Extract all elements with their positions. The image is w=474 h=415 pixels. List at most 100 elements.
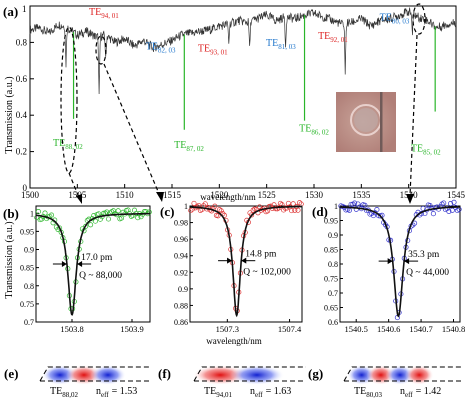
panel-b-ytick-label: 1 — [30, 209, 34, 218]
panel-b-ytick-label: 0.85 — [20, 264, 34, 273]
panel-c-ytick-label: 1 — [184, 202, 188, 211]
panel-d-ytick-label: 0.8 — [328, 260, 338, 269]
panel-c-data-point — [215, 213, 221, 219]
panel-a-label: (a) — [3, 4, 18, 19]
panel-d-data-point — [370, 213, 376, 219]
panel-c-data-point — [202, 201, 208, 207]
panel-d-data-point — [420, 205, 426, 212]
panel-c-data-point — [295, 207, 301, 213]
panel-a-mode-label: TE92, 01 — [318, 31, 348, 44]
zoom-ellipse-1 — [60, 26, 78, 174]
panel-a-mode-label: TE93, 01 — [198, 44, 228, 57]
panel-d-ytick-label: 0.85 — [324, 246, 338, 255]
panel-a-xtick-label: 1545 — [447, 190, 466, 200]
panel-b-fwhm-arrowhead-right — [77, 261, 83, 267]
panel-b-xtick-label: 1503.9 — [120, 324, 143, 334]
panel-c-xlabel: wavelength/nm — [206, 336, 262, 346]
panel-a-mode-label: TE87, 02 — [174, 140, 204, 153]
panel-c-data-point — [188, 207, 194, 214]
panel-c-ytick-label: 0.9 — [178, 285, 188, 294]
panel-c-q-label: Q ~ 102,000 — [243, 268, 291, 278]
panel-c-xtick-label: 1507.3 — [216, 324, 239, 334]
panel-b-ytick-label: 0.95 — [20, 227, 34, 236]
panel-c-data-point — [282, 205, 288, 211]
mode-name-label: TE94,01 — [204, 386, 232, 399]
panel-c-frame — [189, 205, 303, 323]
panel-c-label: (c) — [160, 204, 174, 219]
panel-c-data-point — [212, 203, 218, 209]
mode-profile-panel-label: (g) — [308, 366, 323, 381]
panel-d-data-point — [448, 201, 454, 207]
mode-profile-panel-label: (f) — [158, 366, 171, 381]
panel-b-linewidth-label: 17.0 pm — [81, 253, 113, 263]
panel-b-data-point — [48, 212, 55, 218]
panel-d-ytick-label: 0.75 — [324, 275, 338, 284]
panel-a-ylabel: Transmission (a.u.) — [4, 76, 15, 153]
panel-c-ytick-label: 0.86 — [174, 318, 188, 327]
waveguide-outline-top — [343, 366, 462, 382]
zoom-arrowhead-3 — [406, 194, 414, 204]
panel-a-xtick-label: 1530 — [305, 190, 324, 200]
panel-b-data-point — [104, 209, 110, 215]
panel-d-xtick-label: 1540.6 — [377, 324, 400, 334]
panel-a-mode-label: TE94, 01 — [89, 7, 119, 20]
panel-b-plot: 1503.8 1503.9 0.7 0.75 0.8 0.85 0.9 0.95 1 17.0 p… — [20, 205, 152, 334]
panel-d-data-point — [430, 211, 436, 217]
panel-c-data-point — [249, 212, 255, 218]
panel-b-xtick-label: 1503.8 — [60, 324, 83, 334]
panel-d-xtick-label: 1540.7 — [409, 324, 432, 334]
panel-d-xtick-label: 1540.5 — [345, 324, 368, 334]
panel-b-data-point — [110, 208, 116, 214]
panel-b-data-point — [42, 210, 48, 216]
microscope-inset-image — [336, 92, 396, 152]
panel-a-xlabel: wavelength/nm — [200, 192, 256, 202]
panel-d-ytick-label: 0.95 — [324, 217, 338, 226]
panel-d-fwhm-arrowhead-right — [404, 258, 410, 265]
panel-d-data-point — [446, 208, 452, 214]
panel-b-data-point — [92, 218, 98, 224]
panel-d-data-point — [451, 199, 457, 205]
panel-c-ytick-label: 0.98 — [174, 219, 188, 228]
panel-a-mode-label: TE82, 03 — [146, 42, 176, 55]
panel-b-data-point — [39, 216, 45, 222]
panel-c-data-point — [218, 208, 224, 214]
panel-c-data-point — [191, 200, 197, 206]
panel-a-mode-label: TE85, 02 — [411, 144, 441, 157]
panel-a-frame — [29, 5, 457, 189]
panel-d-fit-curve — [339, 206, 461, 318]
panel-d-data-point — [362, 202, 368, 208]
neff-label: neff = 1.63 — [250, 386, 291, 399]
panel-a-xtick-label: 1520 — [210, 190, 229, 200]
panel-d-q-label: Q ~ 44,000 — [406, 268, 449, 278]
panel-b-data-point — [88, 222, 94, 228]
panel-a-spectrum-line — [29, 7, 457, 95]
waveguide-outline-top — [39, 366, 150, 382]
zoom-ellipse-2 — [95, 35, 107, 65]
panel-d-fwhm-arrowhead-left — [387, 258, 393, 265]
panel-b-fwhm-arrowhead-left — [61, 261, 67, 267]
panel-b-frame — [35, 205, 151, 323]
panel-d-data-point — [449, 207, 455, 213]
panel-c-linewidth-label: 14.8 pm — [245, 250, 277, 260]
panel-a-plot: 1500150515101515152015251530153515401545… — [16, 5, 466, 200]
panel-c-ytick-label: 0.94 — [174, 252, 188, 261]
panel-a-ytick-label: 0.8 — [16, 37, 28, 47]
mode-field-lobe — [89, 365, 126, 385]
mode-field-lobe — [404, 365, 434, 385]
panel-a-mode-label: TE86, 02 — [299, 124, 329, 137]
panel-c-ytick-label: 0.92 — [174, 268, 188, 277]
mode-name-label: TE88,02 — [50, 386, 78, 399]
panel-d-data-point — [355, 201, 361, 207]
panel-a-xtick-label: 1515 — [163, 190, 182, 200]
panel-c-plot: 1507.3 1507.4 0.86 0.88 0.9 0.92 0.94 0.96 0.98 1… — [174, 200, 304, 334]
panel-b-ytick-label: 0.8 — [24, 282, 34, 291]
mode-profile-panel-label: (e) — [4, 366, 18, 381]
panel-b-fit-curve — [35, 212, 150, 316]
panel-b-data-point — [118, 215, 125, 221]
panel-a-ytick-label: 0.2 — [16, 147, 27, 157]
panel-c-data-point — [289, 208, 295, 214]
panel-d-data-point — [441, 200, 447, 206]
mode-profiles: (e) TE88,02 neff = 1.53 (f) TE94,01 neff = 1.63… — [4, 365, 462, 399]
panel-b-data-point — [57, 225, 63, 231]
panel-b-ytick-label: 0.9 — [24, 246, 34, 255]
